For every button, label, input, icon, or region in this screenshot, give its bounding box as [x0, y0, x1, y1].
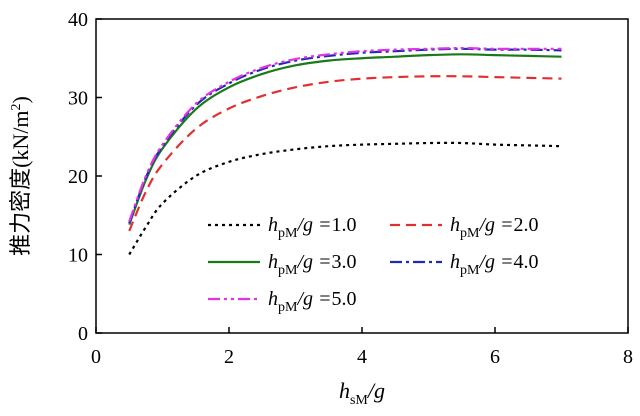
y-axis-title: 推力密度(kN/m2)	[8, 96, 33, 256]
series-line-3.0	[128, 53, 562, 226]
series-line-4.0	[128, 47, 562, 224]
legend-label: hpM/g =4.0	[450, 251, 539, 278]
legend-entry-4.0: hpM/g =4.0	[390, 251, 539, 278]
series-line-2.0	[128, 75, 562, 232]
x-tick-label: 0	[91, 346, 101, 368]
y-tick-label: 10	[68, 245, 88, 267]
legend-label: hpM/g =5.0	[268, 288, 357, 315]
series-line-1.0	[128, 141, 562, 256]
legend-label: hpM/g =3.0	[268, 251, 357, 278]
y-tick-label: 20	[68, 166, 88, 188]
x-tick-label: 2	[224, 346, 234, 368]
y-tick-label: 0	[78, 323, 88, 345]
axes	[95, 18, 629, 334]
ticks: 0 2 4 6 8 0 10 20 30 40	[68, 9, 633, 368]
series-line-5.0	[128, 46, 562, 222]
legend-entry-1.0: hpM/g =1.0	[208, 214, 357, 241]
legend-entry-3.0: hpM/g =3.0	[208, 251, 357, 278]
plot-frame	[95, 18, 629, 334]
x-tick-label: 4	[357, 346, 367, 368]
y-tick-label: 40	[68, 9, 88, 31]
legend: hpM/g =1.0 hpM/g =2.0 hpM/g =3.0 hpM/g =4.0…	[208, 214, 539, 315]
legend-label: hpM/g =1.0	[268, 214, 357, 241]
x-axis-title: hsM/g	[339, 378, 385, 408]
legend-entry-5.0: hpM/g =5.0	[208, 288, 357, 315]
plot-area	[128, 46, 562, 256]
legend-entry-2.0: hpM/g =2.0	[390, 214, 539, 241]
legend-label: hpM/g =2.0	[450, 214, 539, 241]
y-tick-label: 30	[68, 88, 88, 110]
x-tick-label: 6	[490, 346, 500, 368]
x-tick-label: 8	[623, 346, 633, 368]
